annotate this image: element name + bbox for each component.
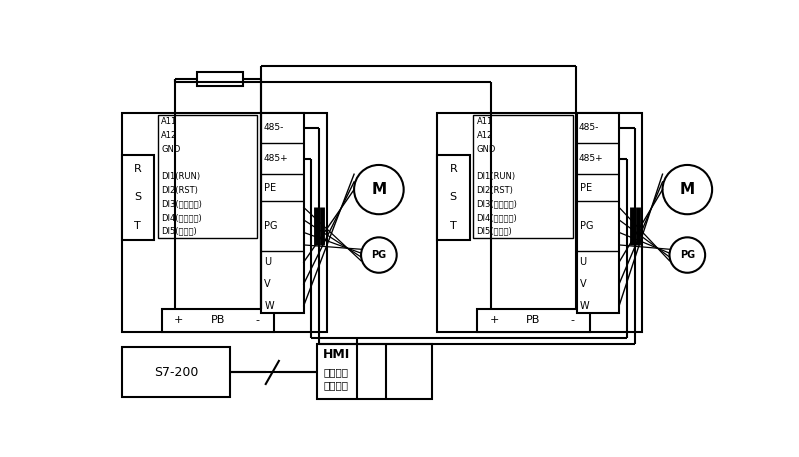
Text: DI5(预驱动): DI5(预驱动) <box>476 227 512 236</box>
Text: 485-: 485- <box>578 123 599 133</box>
Text: V: V <box>579 279 586 289</box>
Text: +: + <box>490 315 499 325</box>
Text: V: V <box>264 279 271 289</box>
Text: W: W <box>579 301 589 311</box>
Text: GND: GND <box>476 144 496 154</box>
Bar <box>121 112 327 332</box>
Text: -: - <box>256 315 260 325</box>
Bar <box>162 309 274 332</box>
Text: PG: PG <box>680 250 695 260</box>
Text: S7-200: S7-200 <box>153 366 198 379</box>
Text: +: + <box>174 315 184 325</box>
Text: T: T <box>134 221 141 230</box>
Text: U: U <box>264 257 272 267</box>
Text: S: S <box>134 192 141 202</box>
Text: DI4(收放切换): DI4(收放切换) <box>476 213 517 222</box>
Bar <box>197 72 243 85</box>
Text: DI1(RUN): DI1(RUN) <box>476 172 515 181</box>
Text: DI3(记圈脉冲): DI3(记圈脉冲) <box>476 199 518 208</box>
Bar <box>437 155 470 239</box>
Text: -: - <box>570 315 574 325</box>
Text: A11: A11 <box>476 117 493 126</box>
Text: A12: A12 <box>161 131 177 140</box>
Text: PE: PE <box>579 183 592 193</box>
Text: 485+: 485+ <box>578 154 603 163</box>
Text: HMI: HMI <box>323 348 350 361</box>
Bar <box>121 347 230 398</box>
Text: DI2(RST): DI2(RST) <box>476 186 514 195</box>
Text: PE: PE <box>264 183 276 193</box>
Bar <box>121 155 154 239</box>
Text: 张力设定: 张力设定 <box>323 367 348 377</box>
Text: GND: GND <box>161 144 181 154</box>
Circle shape <box>361 237 396 273</box>
Bar <box>477 309 590 332</box>
Text: DI5(预驱动): DI5(预驱动) <box>161 227 197 236</box>
Text: 485-: 485- <box>264 123 284 133</box>
Bar <box>577 112 619 313</box>
Text: M: M <box>372 182 387 197</box>
Text: PG: PG <box>264 221 278 231</box>
Text: 485+: 485+ <box>264 154 288 163</box>
Text: S: S <box>450 192 457 202</box>
Bar <box>261 112 304 313</box>
Text: R: R <box>134 164 141 174</box>
Text: DI1(RUN): DI1(RUN) <box>161 172 201 181</box>
Text: DI2(RST): DI2(RST) <box>161 186 198 195</box>
Text: R: R <box>449 164 457 174</box>
Circle shape <box>662 165 712 214</box>
Text: M: M <box>680 182 695 197</box>
Text: PG: PG <box>372 250 387 260</box>
Bar <box>317 344 431 399</box>
Circle shape <box>670 237 706 273</box>
Text: 速度设定: 速度设定 <box>323 380 348 390</box>
Bar <box>474 115 573 238</box>
Text: W: W <box>264 301 274 311</box>
Text: A11: A11 <box>161 117 177 126</box>
Bar <box>437 112 642 332</box>
Text: T: T <box>450 221 457 230</box>
Text: PB: PB <box>211 315 225 325</box>
Text: PG: PG <box>579 221 593 231</box>
Bar <box>158 115 257 238</box>
Text: A12: A12 <box>476 131 493 140</box>
Text: DI3(记圈脉冲): DI3(记圈脉冲) <box>161 199 202 208</box>
Text: DI4(收放切换): DI4(收放切换) <box>161 213 202 222</box>
Text: U: U <box>579 257 586 267</box>
Circle shape <box>354 165 403 214</box>
Text: PB: PB <box>527 315 541 325</box>
